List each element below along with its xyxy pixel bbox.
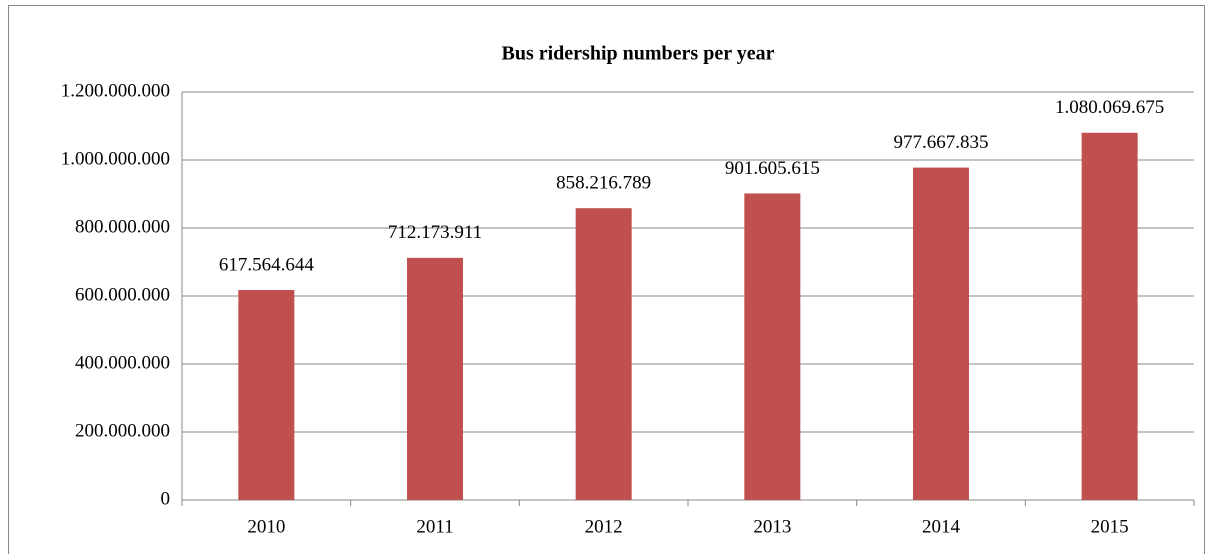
y-tick-label: 1.000.000.000 bbox=[61, 148, 170, 169]
y-tick-label: 0 bbox=[161, 488, 171, 509]
y-tick-label: 1.200.000.000 bbox=[61, 80, 170, 101]
y-tick-label: 400.000.000 bbox=[75, 352, 170, 373]
data-label: 617.564.644 bbox=[219, 254, 315, 275]
bar bbox=[407, 257, 463, 500]
chart-title: Bus ridership numbers per year bbox=[502, 43, 775, 65]
data-label: 712.173.911 bbox=[388, 222, 482, 243]
bar bbox=[913, 167, 969, 500]
bar bbox=[744, 193, 801, 500]
bar bbox=[1081, 132, 1138, 500]
bar bbox=[238, 290, 295, 500]
data-label: 977.667.835 bbox=[894, 132, 989, 153]
y-tick-label: 600.000.000 bbox=[75, 284, 170, 305]
y-tick-label: 200.000.000 bbox=[75, 420, 170, 441]
x-tick-label: 2015 bbox=[1091, 516, 1129, 537]
data-label: 901.605.615 bbox=[725, 158, 820, 179]
x-tick-label: 2012 bbox=[585, 516, 623, 537]
data-label: 858.216.789 bbox=[556, 173, 651, 194]
x-tick-label: 2010 bbox=[247, 516, 285, 537]
y-tick-label: 800.000.000 bbox=[75, 216, 170, 237]
x-tick-label: 2013 bbox=[753, 516, 791, 537]
x-tick-label: 2011 bbox=[416, 516, 453, 537]
x-tick-label: 2014 bbox=[922, 516, 961, 537]
data-label: 1.080.069.675 bbox=[1055, 97, 1164, 118]
bar bbox=[575, 208, 632, 500]
